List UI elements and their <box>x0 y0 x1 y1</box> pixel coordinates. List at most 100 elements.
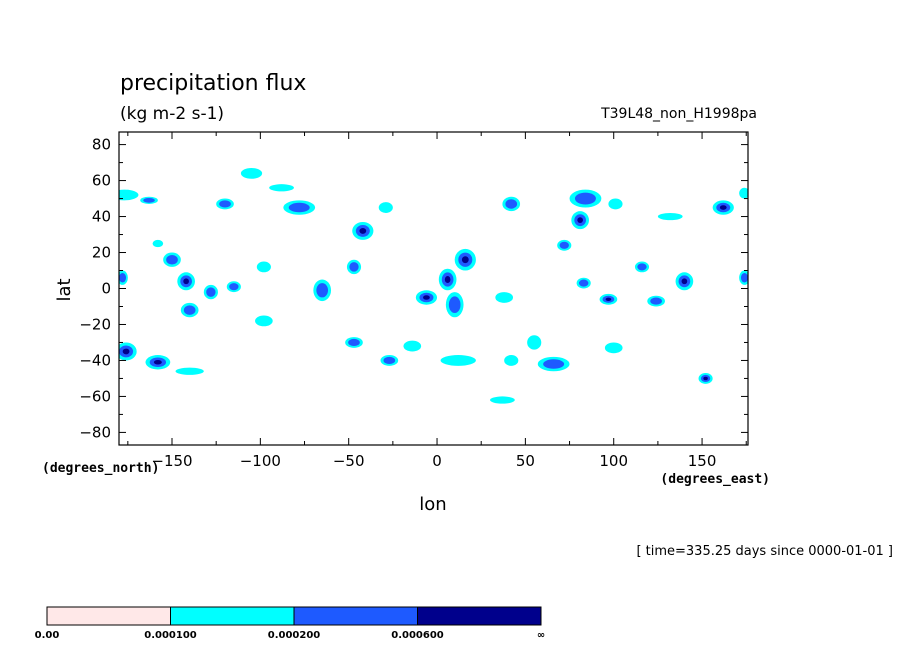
contour-level-2 <box>559 241 569 249</box>
contour-level-3 <box>183 278 189 285</box>
precip-cell <box>313 279 332 302</box>
contour-level-2 <box>650 297 662 305</box>
precip-cell <box>140 196 158 204</box>
precip-cell <box>712 200 734 215</box>
colorbar-label: 0.000100 <box>144 630 197 641</box>
contour-level-1 <box>255 315 273 327</box>
contour-level-2 <box>166 254 178 265</box>
contour-level-2 <box>349 262 359 272</box>
contour-level-3 <box>681 278 688 285</box>
chart-units: (kg m-2 s-1) <box>120 104 224 124</box>
contour-level-1 <box>175 367 204 375</box>
precip-cell <box>415 290 438 305</box>
contour-level-1 <box>527 335 542 350</box>
contour-level-1 <box>440 355 476 366</box>
precip-cell <box>346 259 362 275</box>
x-tick-label: 100 <box>599 452 628 470</box>
x-tick-label: −100 <box>240 452 281 470</box>
precip-cell <box>380 355 399 366</box>
precip-cell <box>647 295 665 307</box>
precip-cell <box>657 212 683 221</box>
axis-ticks: −150 −100 −50 0 50 100 150 80 60 40 20 0 −20 −40 −60 −8… <box>79 132 748 470</box>
precip-cell <box>608 198 623 210</box>
precip-cell <box>557 239 572 251</box>
contour-level-2 <box>229 283 239 291</box>
y-tick-label: 40 <box>92 208 111 226</box>
contour-level-3 <box>461 256 469 264</box>
precip-cell <box>180 302 199 318</box>
precip-cell <box>119 270 128 285</box>
precip-cell <box>203 284 218 300</box>
precip-cell <box>576 277 591 289</box>
y-tick-label: 80 <box>92 136 111 154</box>
precip-cell <box>269 184 294 192</box>
precip-cell <box>226 281 241 293</box>
precip-cell <box>345 337 363 348</box>
precip-cell <box>352 221 374 240</box>
precip-cell <box>537 356 570 372</box>
contour-level-3 <box>577 217 583 224</box>
contour-level-1 <box>490 396 515 404</box>
contour-level-3 <box>605 297 612 302</box>
contour-level-1 <box>608 198 623 210</box>
colorbar-swatch <box>170 606 295 626</box>
contour-level-1 <box>739 187 748 199</box>
contour-level-1 <box>657 212 683 221</box>
contour-level-3 <box>122 348 130 355</box>
precip-cell <box>739 270 748 285</box>
precip-cell <box>495 292 514 303</box>
contour-level-3 <box>359 228 367 234</box>
precip-cell <box>256 261 271 273</box>
colorbar-swatch <box>46 606 171 626</box>
contour-level-1 <box>269 184 294 192</box>
colorbar-label: 0.000200 <box>268 630 321 641</box>
precip-cell <box>739 187 748 199</box>
precip-cell <box>283 200 316 215</box>
y-tick-label: −20 <box>79 315 111 333</box>
y-tick-label: −40 <box>79 351 111 369</box>
x-tick-label: 50 <box>516 452 535 470</box>
precip-cell <box>675 272 694 291</box>
precip-cell <box>445 292 464 318</box>
precip-field <box>119 167 748 404</box>
precip-cell <box>152 239 164 248</box>
contour-level-1 <box>604 342 623 354</box>
y-tick-label: −60 <box>79 387 111 405</box>
contour-level-2 <box>543 359 565 369</box>
precip-cell <box>255 315 273 327</box>
precip-cell <box>216 198 234 210</box>
precip-cell <box>698 373 713 384</box>
contour-level-1 <box>119 189 139 201</box>
precip-cell <box>454 248 476 271</box>
chart-title: precipitation flux <box>120 71 306 96</box>
precip-cell <box>119 189 139 201</box>
contour-level-2 <box>143 197 155 203</box>
contour-level-1 <box>256 261 271 273</box>
x-axis-label: lon <box>419 494 446 515</box>
y-axis-label: lat <box>54 278 75 301</box>
contour-level-1 <box>378 202 393 213</box>
contour-level-2 <box>574 192 596 205</box>
precip-cell <box>604 342 623 354</box>
contour-level-2 <box>740 272 748 283</box>
precip-cell <box>378 202 393 213</box>
contour-level-3 <box>423 295 430 300</box>
y-tick-label: 0 <box>101 280 111 298</box>
contour-level-2 <box>288 202 310 213</box>
contour-level-1 <box>504 355 519 366</box>
contour-level-1 <box>240 167 263 179</box>
contour-level-2 <box>206 287 216 297</box>
colorbar-swatch <box>293 606 418 626</box>
contour-level-2 <box>579 279 589 287</box>
precip-cell <box>569 189 602 208</box>
contour-level-3 <box>444 276 451 283</box>
y-tick-label: 20 <box>92 244 111 262</box>
precip-cell <box>438 268 457 291</box>
x-tick-label: 150 <box>688 452 717 470</box>
colorbar-swatch <box>417 606 542 626</box>
precip-cell <box>403 340 422 352</box>
colorbar-label: 0.00 <box>35 630 60 641</box>
precip-cell <box>240 167 263 179</box>
contour-level-2 <box>119 272 127 283</box>
